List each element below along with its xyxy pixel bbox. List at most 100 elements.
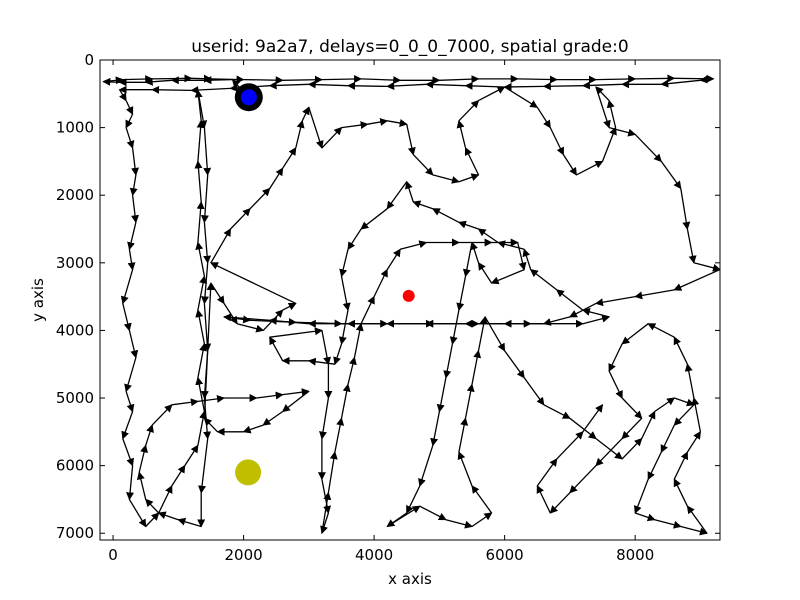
trajectory-segment	[484, 316, 506, 352]
trajectory-segment	[641, 410, 656, 439]
trajectory-segment	[256, 391, 284, 400]
trajectory-segment	[458, 173, 480, 183]
trajectory-segment	[129, 174, 138, 197]
trajectory-segment	[307, 80, 349, 89]
trajectory-segment	[125, 391, 135, 413]
trajectory-segment	[470, 241, 480, 263]
trajectory-segment	[464, 383, 475, 419]
trajectory-segment	[569, 417, 597, 440]
trajectory-segment	[621, 323, 649, 345]
trajectory-segment	[449, 309, 460, 345]
trajectory-segment	[282, 302, 297, 311]
trajectory-segment	[120, 269, 134, 305]
trajectory-segment	[203, 303, 212, 352]
trajectory-segment	[387, 119, 408, 127]
trajectory-segment	[136, 471, 147, 500]
trajectory-segment	[458, 417, 469, 453]
trajectory-segment	[334, 417, 345, 453]
x-axis-label: x axis	[388, 570, 432, 588]
y-tick-label: 3000	[56, 254, 94, 272]
trajectory-segment	[119, 89, 127, 102]
trajectory-segment	[477, 228, 499, 244]
trajectory-segment	[269, 327, 323, 338]
trajectory-segment	[281, 390, 310, 413]
trajectory-segment	[125, 113, 134, 129]
trajectory-segment	[660, 79, 701, 88]
trajectory-segment	[674, 74, 715, 83]
trajectory-segment	[210, 228, 232, 264]
x-tick-label: 2000	[224, 546, 262, 564]
trajectory-segment	[197, 90, 208, 129]
trajectory-segment	[443, 343, 454, 379]
trajectory-segment	[236, 323, 265, 333]
trajectory-segment	[282, 147, 297, 169]
trajectory-segment	[243, 76, 284, 85]
trajectory-segment	[347, 81, 388, 90]
trajectory-segment	[699, 75, 714, 84]
trajectory-segment	[562, 154, 577, 176]
trajectory-segment	[121, 411, 134, 440]
trajectory-segment	[471, 485, 493, 514]
trajectory-segment	[386, 248, 401, 270]
trajectory-segment	[360, 208, 388, 230]
trajectory-segment	[171, 464, 186, 487]
trajectory-segment	[203, 282, 215, 419]
trajectory-segment	[634, 512, 656, 522]
trajectory-segment	[151, 404, 173, 426]
trajectory-segment	[504, 350, 525, 379]
x-tick-label: 0	[108, 546, 118, 564]
trajectory-segment	[131, 147, 140, 176]
trajectory-segment	[301, 106, 310, 122]
trajectory-segment	[595, 75, 637, 84]
trajectory-segment	[373, 268, 388, 297]
trajectory-segment	[432, 174, 460, 184]
trajectory-segment	[595, 295, 636, 307]
trajectory-segment	[556, 289, 584, 311]
trajectory-segment	[445, 519, 473, 529]
trajectory-segment	[250, 317, 297, 326]
trajectory-segment	[634, 289, 675, 300]
x-tick-label: 4000	[355, 546, 393, 564]
plot-area	[102, 74, 720, 536]
trajectory-segment	[347, 356, 357, 385]
trajectory-segment	[542, 316, 571, 326]
trajectory-segment	[152, 74, 193, 83]
trajectory-segment	[633, 478, 649, 514]
trajectory-segment	[282, 75, 323, 84]
y-tick-label: 4000	[56, 321, 94, 339]
start-marker	[240, 89, 257, 106]
trajectory-segment	[595, 438, 623, 460]
trajectory-segment	[439, 75, 480, 84]
trajectory-segment	[367, 118, 389, 126]
trajectory-segment	[536, 484, 551, 514]
plot-frame	[99, 59, 721, 541]
trajectory-segment	[195, 241, 206, 277]
trajectory-segment	[386, 181, 408, 210]
trajectory-segment	[269, 167, 284, 189]
trajectory-segment	[203, 417, 218, 433]
trajectory-segment	[457, 220, 479, 230]
trajectory-segment	[456, 119, 467, 149]
trajectory-segment	[125, 127, 135, 149]
trajectory-segment	[242, 424, 264, 434]
trajectory-segment	[536, 106, 551, 129]
trajectory-segment	[198, 438, 209, 494]
trajectory-segment	[462, 242, 473, 278]
trajectory-segment	[673, 336, 688, 365]
trajectory-segment	[321, 491, 332, 534]
trajectory-segment	[269, 336, 284, 362]
trajectory-segment	[230, 207, 251, 230]
trajectory-segment	[158, 484, 173, 514]
trajectory-segment	[200, 262, 209, 305]
trajectory-segment	[647, 323, 675, 338]
trajectory-segment	[386, 505, 421, 528]
trajectory-segment	[595, 86, 611, 129]
trajectory-segment	[339, 249, 349, 278]
trajectory-segment	[268, 81, 309, 90]
trajectory-segment	[177, 517, 202, 528]
trajectory-segment	[200, 174, 209, 224]
trajectory-segment	[647, 451, 662, 481]
trajectory-segment	[321, 330, 332, 366]
trajectory-segment	[203, 127, 212, 176]
trajectory-segment	[601, 126, 617, 162]
